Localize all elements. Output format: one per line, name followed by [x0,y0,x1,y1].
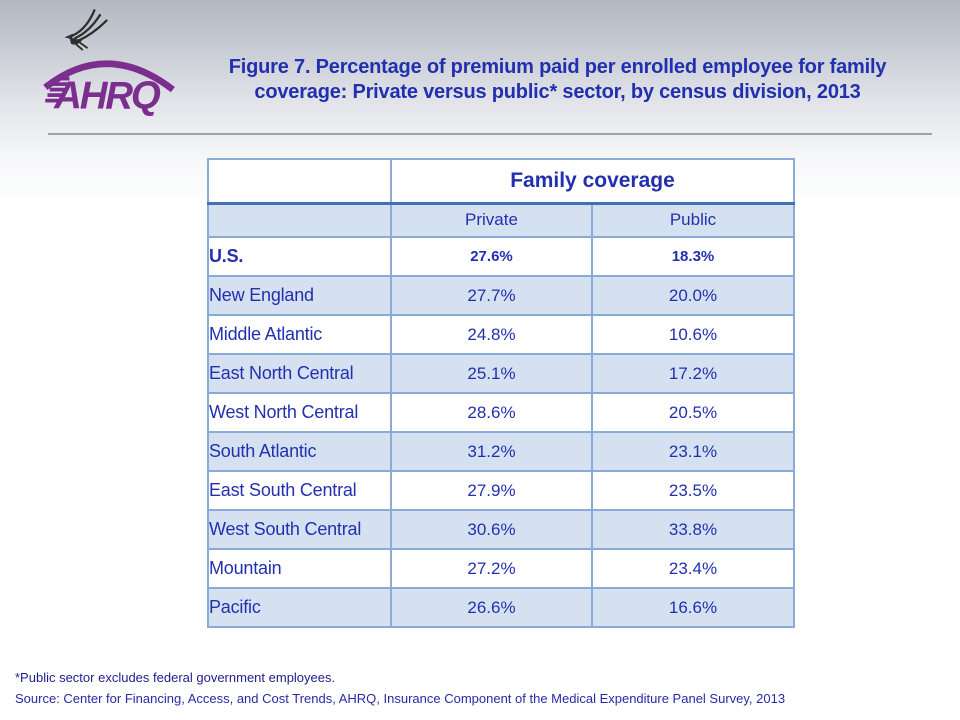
table-row: South Atlantic 31.2% 23.1% [207,431,795,472]
private-value: 27.7% [390,275,593,316]
data-table: Family coverage Private Public U.S. 27.6… [207,158,795,628]
table-row: U.S. 27.6% 18.3% [207,236,795,277]
hhs-eagle-icon [64,9,108,51]
row-label: Mountain [207,548,392,589]
public-value: 33.8% [591,509,795,550]
title-line-2: coverage: Private versus public* sector,… [254,81,861,103]
private-value: 27.2% [390,548,593,589]
table-row: Pacific 26.6% 16.6% [207,587,795,628]
table-row: Mountain 27.2% 23.4% [207,548,795,589]
public-value: 20.5% [591,392,795,433]
private-value: 28.6% [390,392,593,433]
corner-cell [207,158,392,205]
public-value: 16.6% [591,587,795,628]
private-value: 26.6% [390,587,593,628]
row-label: East South Central [207,470,392,511]
private-value: 31.2% [390,431,593,472]
group-header-cell: Family coverage [390,158,795,205]
public-value: 10.6% [591,314,795,355]
footnote: *Public sector excludes federal governme… [15,670,336,685]
header-divider [48,133,932,135]
table-row: Middle Atlantic 24.8% 10.6% [207,314,795,355]
row-label: South Atlantic [207,431,392,472]
private-value: 24.8% [390,314,593,355]
source-note: Source: Center for Financing, Access, an… [15,691,786,706]
private-value: 27.9% [390,470,593,511]
row-label: Pacific [207,587,392,628]
title-line-1: Figure 7. Percentage of premium paid per… [228,56,887,78]
group-header-row: Family coverage [207,158,795,205]
public-value: 18.3% [591,236,795,277]
ahrq-logo: AHRQ [28,4,188,116]
page-title: Figure 7. Percentage of premium paid per… [185,55,930,105]
ahrq-wordmark: AHRQ [43,60,175,116]
public-value: 20.0% [591,275,795,316]
public-value: 23.5% [591,470,795,511]
public-value: 23.1% [591,431,795,472]
table-row: East South Central 27.9% 23.5% [207,470,795,511]
row-label: New England [207,275,392,316]
table-row: New England 27.7% 20.0% [207,275,795,316]
table-row: East North Central 25.1% 17.2% [207,353,795,394]
private-value: 27.6% [390,236,593,277]
column-header-row: Private Public [207,202,795,238]
public-column-header: Public [591,202,795,238]
row-label: West North Central [207,392,392,433]
row-label: U.S. [207,236,392,277]
table-row: West South Central 30.6% 33.8% [207,509,795,550]
private-column-header: Private [390,202,593,238]
row-label: Middle Atlantic [207,314,392,355]
svg-text:AHRQ: AHRQ [53,74,161,116]
row-label: East North Central [207,353,392,394]
public-value: 17.2% [591,353,795,394]
private-value: 30.6% [390,509,593,550]
public-value: 23.4% [591,548,795,589]
row-label: West South Central [207,509,392,550]
private-value: 25.1% [390,353,593,394]
table-row: West North Central 28.6% 20.5% [207,392,795,433]
region-header-cell [207,202,392,238]
